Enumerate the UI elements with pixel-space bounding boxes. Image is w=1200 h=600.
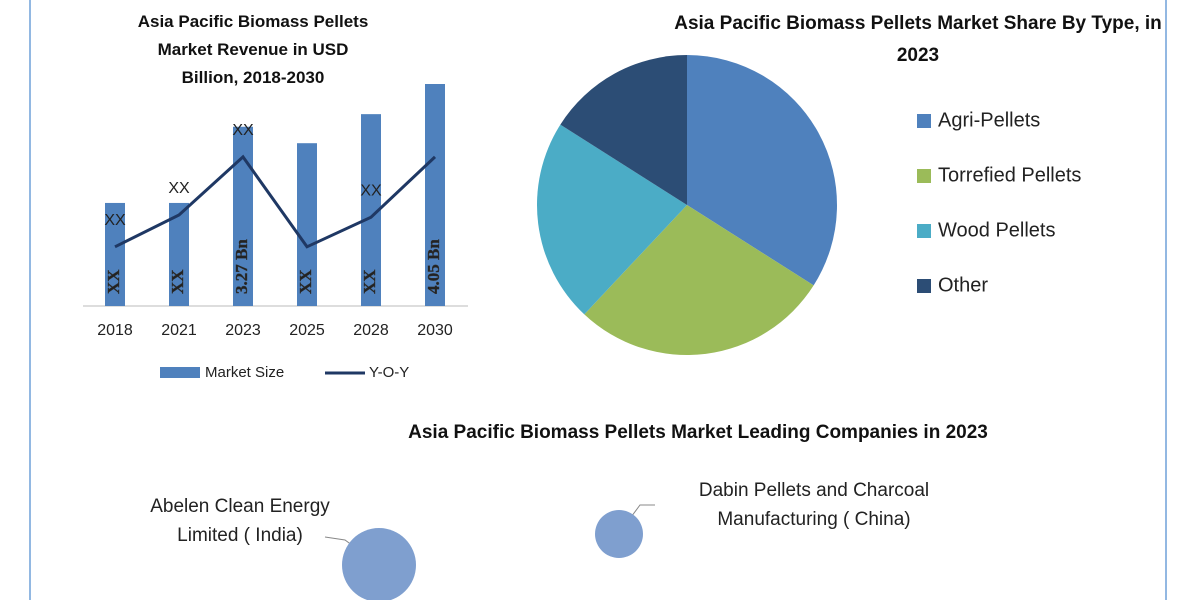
legend-label: Torrefied Pellets bbox=[938, 164, 1081, 186]
chart-title: Asia Pacific Biomass Pellets Market Lead… bbox=[408, 422, 988, 443]
bubble bbox=[595, 510, 643, 558]
legend-label: Agri-Pellets bbox=[938, 109, 1040, 131]
bar-label: 4.05 Bn bbox=[424, 239, 443, 294]
pie-slice bbox=[560, 55, 687, 205]
pie-slice bbox=[584, 205, 814, 356]
frame bbox=[29, 0, 1167, 600]
bubble bbox=[342, 528, 416, 600]
company-label: Dabin Pellets and Charcoal Manufacturing… bbox=[698, 480, 930, 530]
bar bbox=[169, 202, 189, 306]
bar-label: XX bbox=[296, 269, 315, 294]
bar-label: XX bbox=[168, 269, 187, 294]
legend-swatch bbox=[917, 224, 931, 238]
bar bbox=[233, 126, 253, 306]
bar bbox=[297, 143, 317, 306]
line bbox=[114, 154, 437, 249]
legend-swatch bbox=[160, 367, 200, 378]
x-tick-label: 2030 bbox=[417, 322, 453, 339]
bar-label: XX bbox=[360, 269, 379, 294]
bar bbox=[105, 202, 125, 306]
company-label: Abelen Clean Energy Limited ( India) bbox=[150, 496, 330, 546]
line-label: XX bbox=[168, 180, 190, 197]
legend-swatch bbox=[917, 114, 931, 128]
x-tick-label: 2021 bbox=[161, 322, 197, 339]
legend-swatch bbox=[917, 169, 931, 183]
pie-slice bbox=[687, 55, 837, 286]
legend-label: Wood Pellets bbox=[938, 219, 1055, 241]
legend-label: Other bbox=[938, 274, 988, 296]
x-tick-label: 2023 bbox=[225, 322, 261, 339]
legend-label: Market Size bbox=[205, 364, 284, 381]
bar-label: XX bbox=[104, 269, 123, 294]
x-tick-label: 2028 bbox=[353, 322, 389, 339]
pie-slice bbox=[537, 124, 687, 315]
bar bbox=[425, 84, 445, 306]
line-label: XX bbox=[104, 212, 126, 229]
legend-label: Y-O-Y bbox=[369, 364, 409, 381]
bar bbox=[361, 114, 381, 306]
x-tick-label: 2025 bbox=[289, 322, 325, 339]
line-label: XX bbox=[360, 182, 382, 199]
bar-label: 3.27 Bn bbox=[232, 239, 251, 294]
legend-swatch bbox=[917, 279, 931, 293]
line-label: XX bbox=[232, 122, 254, 139]
chart-title: Asia Pacific Biomass Pellets Market Reve… bbox=[137, 12, 369, 87]
chart-title: Asia Pacific Biomass Pellets Market Shar… bbox=[674, 13, 1162, 66]
x-tick-label: 2018 bbox=[97, 322, 133, 339]
